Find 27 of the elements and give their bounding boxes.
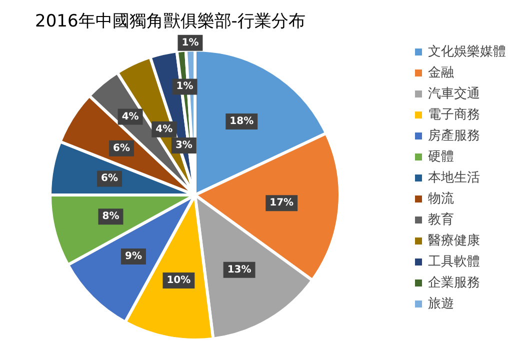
data-label: 13% bbox=[227, 264, 252, 276]
legend-label: 汽車交通 bbox=[428, 86, 480, 102]
legend-label: 旅遊 bbox=[428, 296, 454, 312]
data-label: 17% bbox=[270, 198, 294, 209]
data-label: 4% bbox=[156, 124, 173, 135]
data-label: 1% bbox=[182, 37, 199, 48]
data-label: 4% bbox=[122, 111, 139, 122]
data-label: 9% bbox=[124, 251, 142, 262]
legend-label: 醫療健康 bbox=[428, 234, 480, 248]
legend-label: 電子商務 bbox=[428, 108, 480, 122]
data-label: 8% bbox=[102, 211, 120, 222]
legend-label: 本地生活 bbox=[428, 170, 480, 186]
data-label: 1% bbox=[176, 81, 194, 92]
data-label: 6% bbox=[113, 142, 130, 154]
data-label: 6% bbox=[101, 173, 118, 184]
data-label: 10% bbox=[166, 274, 191, 286]
legend-label: 工具軟體 bbox=[428, 254, 480, 270]
legend-label: 企業服務 bbox=[428, 276, 480, 290]
legend-label: 房產服務 bbox=[428, 128, 480, 144]
legend-label: 文化娛樂媒體 bbox=[428, 44, 506, 60]
chart-title: 2016年中國獨角獸俱樂部-行業分布 bbox=[35, 12, 306, 32]
legend-label: 教育 bbox=[428, 212, 454, 228]
data-label: 3% bbox=[175, 140, 192, 151]
legend-label: 金融 bbox=[428, 66, 454, 80]
legend-label: 物流 bbox=[428, 190, 454, 206]
data-label: 18% bbox=[230, 116, 254, 128]
legend-label: 硬體 bbox=[428, 150, 454, 164]
